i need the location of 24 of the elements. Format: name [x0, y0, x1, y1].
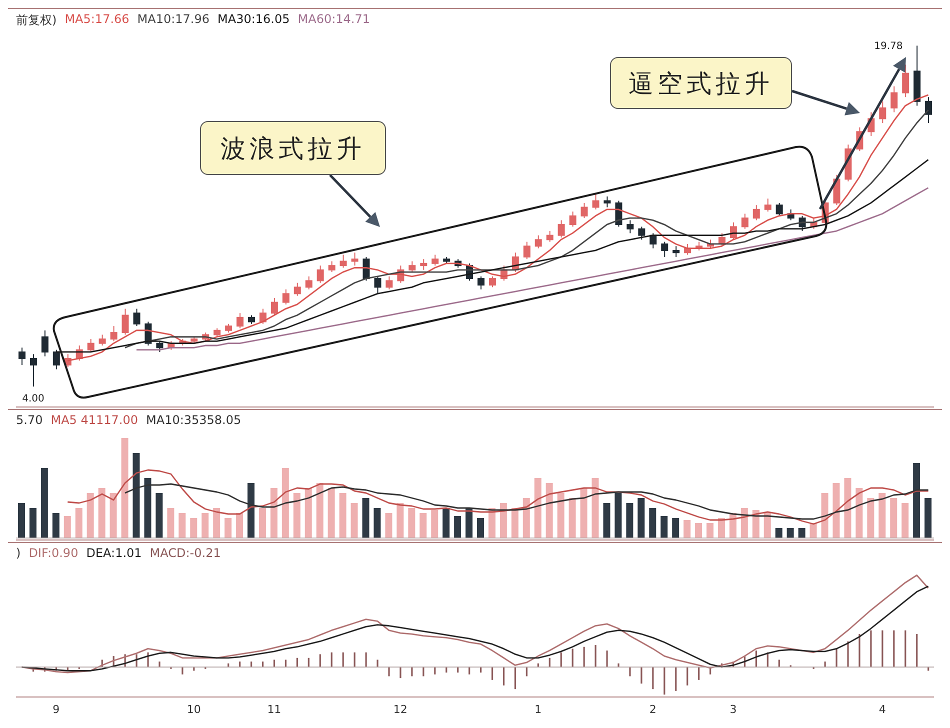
x-tick-label: 3 — [730, 702, 737, 716]
chart-title: 5.70 — [16, 413, 43, 427]
x-tick-label: 1 — [534, 702, 542, 716]
annotation: 波浪式拉升 — [200, 121, 386, 175]
text: MA10:35358.05 — [146, 413, 242, 427]
text: DEA:1.01 — [86, 546, 142, 560]
x-tick-label: 11 — [267, 702, 282, 716]
chart-title: ) — [16, 546, 21, 560]
text: MA30:16.05 — [218, 12, 290, 28]
annotation: 19.78 — [874, 41, 903, 52]
text: MA10:17.96 — [137, 12, 210, 28]
x-tick-label: 10 — [186, 702, 201, 716]
text: MA5 41117.00 — [50, 413, 138, 427]
x-tick-label: 12 — [393, 702, 408, 716]
annotation: 逼空式拉升 — [610, 57, 792, 109]
text: 4.00 — [22, 394, 44, 405]
text: MA60:14.71 — [298, 12, 370, 28]
x-tick-label: 2 — [649, 702, 656, 716]
x-tick-label: 4 — [878, 702, 886, 716]
text: MACD:-0.21 — [150, 546, 221, 560]
text: DIF:0.90 — [28, 546, 78, 560]
chart-title: 前复权) — [16, 12, 57, 29]
x-tick-label: 9 — [52, 702, 60, 716]
text: MA5:17.66 — [64, 12, 130, 28]
